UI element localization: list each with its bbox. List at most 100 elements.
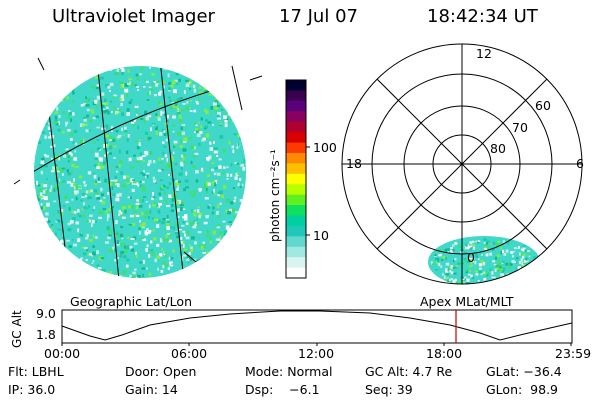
speckle <box>211 191 214 194</box>
speckle <box>480 272 483 276</box>
speckle <box>227 228 229 232</box>
speckle <box>48 122 51 125</box>
speckle <box>204 88 208 92</box>
speckle <box>197 74 199 78</box>
speckle <box>95 163 98 166</box>
speckle <box>163 133 167 136</box>
speckle <box>92 245 95 248</box>
speckle <box>55 166 58 170</box>
speckle <box>477 279 480 282</box>
speckle <box>153 160 156 164</box>
speckle <box>495 280 498 283</box>
speckle <box>41 158 45 161</box>
speckle <box>219 122 222 126</box>
speckle <box>160 168 164 172</box>
speckle <box>46 95 50 99</box>
speckle <box>457 262 461 265</box>
speckle <box>69 138 73 141</box>
speckle <box>221 194 225 199</box>
speckle <box>62 111 65 114</box>
speckle <box>472 244 476 246</box>
speckle <box>483 277 487 281</box>
speckle <box>139 230 141 235</box>
speckle <box>491 248 495 251</box>
speckle <box>96 139 99 141</box>
speckle <box>112 193 116 196</box>
speckle <box>94 182 97 186</box>
speckle <box>83 138 85 141</box>
speckle <box>493 263 497 266</box>
speckle <box>94 191 99 194</box>
speckle <box>67 227 72 232</box>
speckle <box>39 79 43 83</box>
speckle <box>158 157 161 161</box>
speckle <box>138 227 141 230</box>
speckle <box>245 215 246 220</box>
speckle <box>109 68 112 71</box>
speckle <box>208 155 212 160</box>
speckle <box>139 261 143 264</box>
speckle <box>237 252 242 255</box>
speckle <box>62 97 66 101</box>
speckle <box>158 100 161 105</box>
speckle <box>52 75 54 79</box>
speckle <box>165 167 168 171</box>
speckle <box>459 261 463 264</box>
speckle <box>53 187 56 192</box>
speckle <box>452 267 455 269</box>
speckle <box>68 222 72 225</box>
speckle <box>141 66 144 70</box>
disk-background <box>34 66 246 278</box>
speckle <box>39 254 41 256</box>
speckle <box>78 186 82 189</box>
speckle <box>157 169 162 172</box>
speckle <box>226 86 231 90</box>
speckle <box>101 201 105 205</box>
speckle <box>141 212 144 216</box>
speckle <box>67 155 70 158</box>
color-scale-stripe <box>286 225 306 237</box>
speckle <box>106 213 110 218</box>
speckle <box>146 228 149 232</box>
speckle <box>95 115 99 118</box>
speckle <box>87 275 90 278</box>
speckle <box>139 117 144 121</box>
speckle <box>454 278 458 283</box>
speckle <box>183 161 187 163</box>
speckle <box>126 175 130 178</box>
speckle <box>91 74 94 78</box>
speckle <box>126 150 129 154</box>
speckle <box>237 182 240 187</box>
speckle <box>200 264 203 269</box>
speckle <box>237 143 240 147</box>
speckle <box>123 175 126 179</box>
speckle <box>41 94 44 97</box>
speckle <box>527 272 531 276</box>
speckle <box>129 214 134 218</box>
speckle <box>162 145 167 148</box>
speckle <box>231 224 234 228</box>
speckle <box>168 239 172 243</box>
speckle <box>205 133 209 138</box>
speckle <box>509 276 512 279</box>
speckle <box>244 107 246 111</box>
speckle <box>488 252 493 256</box>
speckle <box>73 88 75 91</box>
speckle <box>471 276 474 279</box>
time-label-2359: 23:59 <box>555 346 592 361</box>
speckle <box>197 231 202 234</box>
speckle <box>93 174 97 179</box>
speckle <box>177 215 180 218</box>
speckle <box>159 186 164 191</box>
speckle <box>164 263 169 267</box>
speckle <box>151 83 155 86</box>
speckle <box>213 102 217 106</box>
speckle <box>37 261 41 265</box>
speckle <box>67 251 71 255</box>
speckle <box>179 145 183 148</box>
speckle <box>166 120 169 123</box>
speckle <box>503 252 507 256</box>
speckle <box>208 260 212 264</box>
speckle <box>197 82 200 84</box>
speckle <box>75 222 77 225</box>
